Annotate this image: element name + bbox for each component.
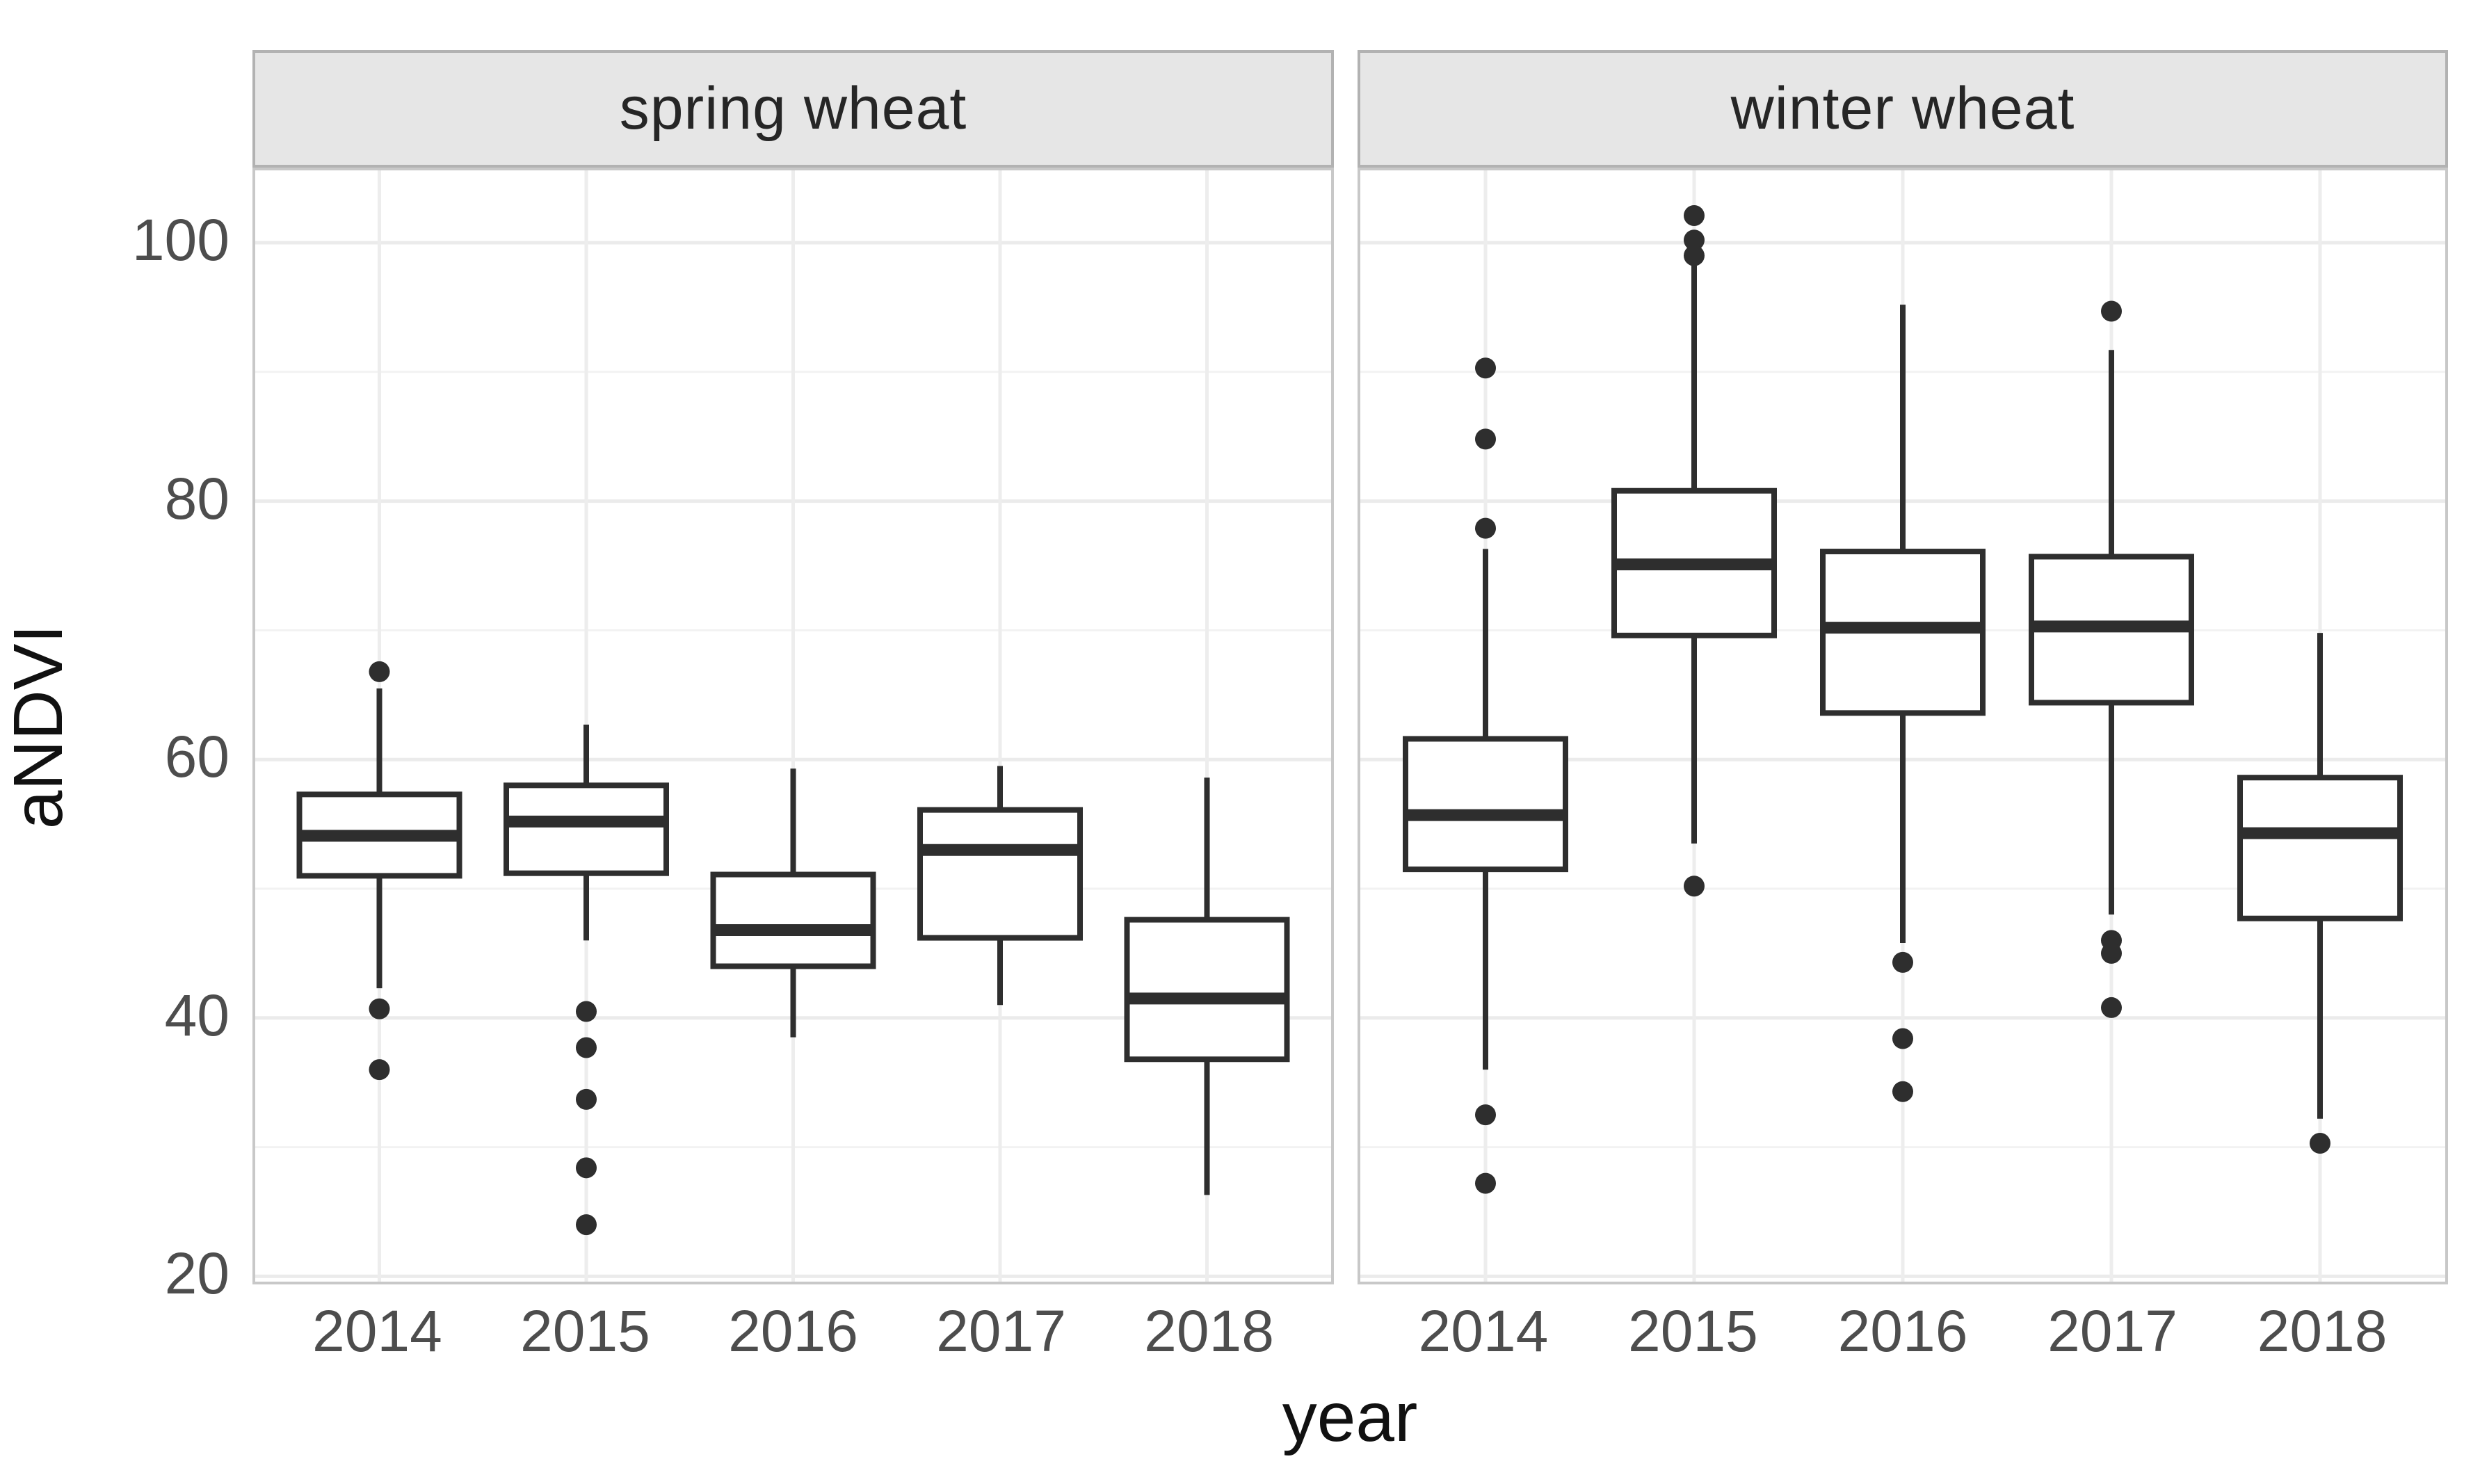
- boxplot-winter-wheat-2014: [1403, 357, 1568, 1194]
- boxplot-winter-wheat-2015: [1611, 204, 1777, 897]
- x-tick-label: 2016: [1837, 1298, 1968, 1364]
- outlier-point: [2101, 300, 2122, 322]
- boxplot-spring-wheat-2018: [1124, 777, 1290, 1195]
- boxplot-winter-wheat-2016: [1820, 305, 1986, 1102]
- outlier-point: [369, 661, 390, 682]
- x-axis-title: year: [1282, 1378, 1418, 1456]
- outlier-point: [1475, 357, 1496, 379]
- iqr-box: [1124, 917, 1290, 1063]
- panel-spring-wheat: [252, 168, 1334, 1284]
- boxplot-spring-wheat-2016: [710, 768, 876, 1038]
- boxplot-spring-wheat-2014: [296, 661, 462, 1081]
- boxplot-winter-wheat-2018: [2237, 633, 2403, 1154]
- outlier-point: [1475, 1172, 1496, 1194]
- outlier-point: [2101, 997, 2122, 1018]
- y-tick-label: 80: [164, 465, 230, 531]
- outlier-point: [1475, 1104, 1496, 1126]
- boxplot-winter-wheat-2017: [2029, 300, 2194, 1018]
- outlier-point: [369, 998, 390, 1019]
- outlier-point: [1684, 245, 1705, 266]
- iqr-box: [2237, 775, 2403, 921]
- outlier-point: [1475, 517, 1496, 539]
- x-tick-label: 2015: [1628, 1298, 1758, 1364]
- outlier-point: [576, 1037, 597, 1058]
- outlier-point: [1892, 1028, 1913, 1049]
- iqr-box: [917, 807, 1083, 941]
- outlier-point: [576, 1157, 597, 1179]
- facet-plot-area: [1360, 170, 2445, 1282]
- y-tick-label: 60: [164, 724, 230, 790]
- outlier-point: [1892, 1081, 1913, 1102]
- y-axis-title: aNDVI: [0, 624, 77, 830]
- facet-strip-label: winter wheat: [1730, 75, 2075, 142]
- outlier-point: [576, 1088, 597, 1110]
- boxplot-spring-wheat-2015: [504, 725, 669, 1236]
- x-tick-label: 2016: [728, 1298, 858, 1364]
- x-tick-label: 2015: [520, 1298, 650, 1364]
- x-tick-label: 2014: [312, 1298, 442, 1364]
- x-tick-label: 2017: [2047, 1298, 2177, 1364]
- outlier-point: [369, 1059, 390, 1081]
- outlier-point: [1684, 876, 1705, 897]
- outlier-point: [1892, 951, 1913, 973]
- outlier-point: [576, 1214, 597, 1236]
- iqr-box: [710, 871, 876, 969]
- outlier-point: [1684, 229, 1705, 251]
- outlier-point: [576, 1001, 597, 1022]
- outlier-point: [1684, 204, 1705, 226]
- facet-strip-winter-wheat: winter wheat: [1358, 50, 2448, 168]
- x-tick-label: 2018: [1144, 1298, 1274, 1364]
- y-tick-label: 20: [164, 1241, 230, 1307]
- facet-strip-label: spring wheat: [619, 75, 967, 142]
- outlier-point: [1475, 428, 1496, 450]
- x-tick-label: 2014: [1418, 1298, 1549, 1364]
- iqr-box: [1403, 736, 1568, 873]
- outlier-point: [2101, 942, 2122, 964]
- x-tick-label: 2018: [2257, 1298, 2388, 1364]
- facet-plot-area: [255, 170, 1331, 1282]
- outlier-point: [2310, 1133, 2330, 1154]
- x-tick-label: 2017: [936, 1298, 1066, 1364]
- facet-strip-spring-wheat: spring wheat: [252, 50, 1334, 168]
- y-tick-label: 100: [131, 207, 230, 273]
- iqr-box: [504, 782, 669, 876]
- panel-winter-wheat: [1358, 168, 2448, 1284]
- boxplot-spring-wheat-2017: [917, 766, 1083, 1006]
- y-tick-label: 40: [164, 982, 230, 1048]
